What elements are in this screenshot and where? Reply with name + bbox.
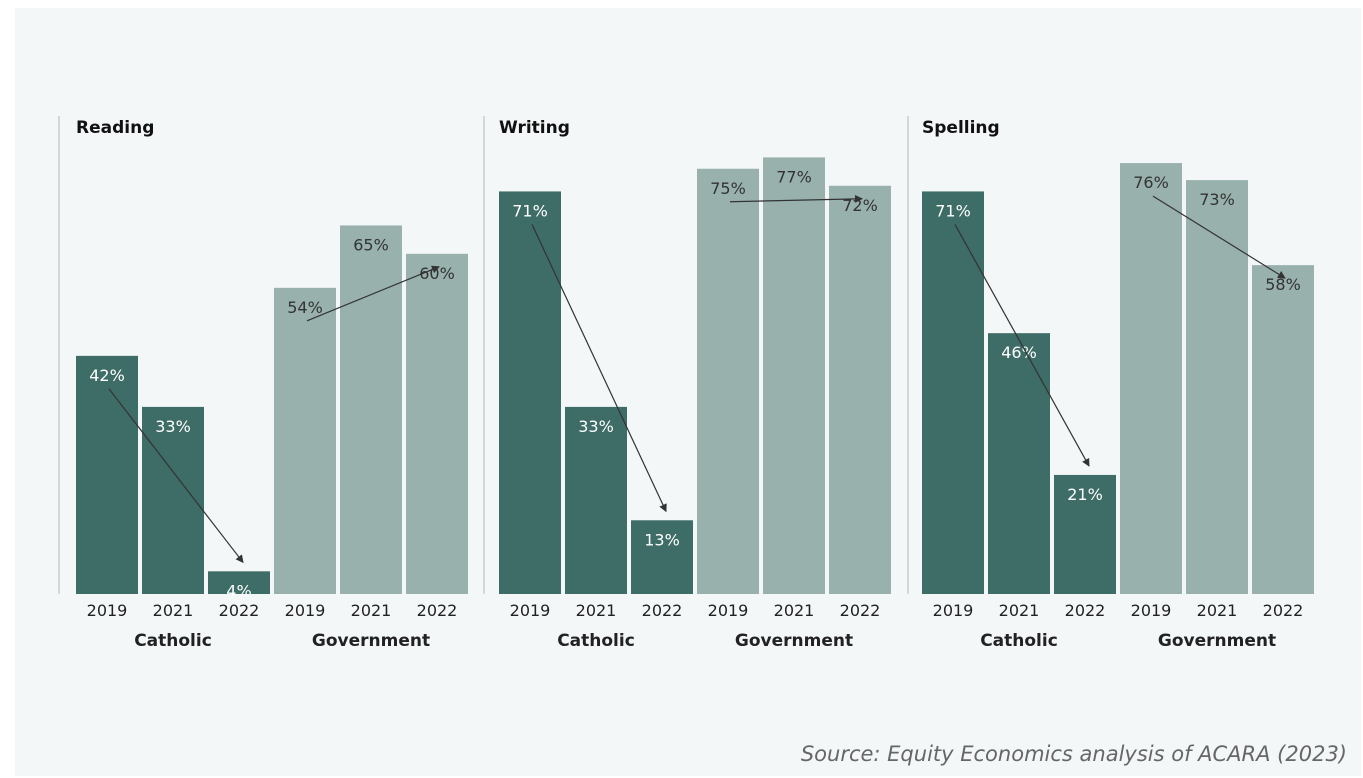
panel-title-spelling: Spelling xyxy=(922,118,1000,138)
x-tick-label-writing-4: 2021 xyxy=(774,601,815,620)
panel-title-writing: Writing xyxy=(499,118,570,138)
bar-writing-catholic-2021 xyxy=(565,406,627,594)
trend-arrow-reading-catholic xyxy=(108,388,244,564)
data-label-reading-government-2021: 65% xyxy=(353,235,389,254)
bar-spelling-catholic-2022 xyxy=(1054,474,1116,594)
data-label-writing-government-2021: 77% xyxy=(776,167,812,186)
data-label-spelling-catholic-2019: 71% xyxy=(935,201,971,220)
chart-svg: Reading 42% 33% 4% 54% 65% 60% 2019 2021 2022 2019… xyxy=(58,116,1314,651)
x-tick-label-reading-1: 2021 xyxy=(153,601,194,620)
data-label-spelling-catholic-2022: 21% xyxy=(1067,485,1103,504)
data-label-writing-government-2022: 72% xyxy=(842,196,878,215)
trend-arrow-spelling-government xyxy=(1152,195,1286,279)
data-label-spelling-catholic-2021: 46% xyxy=(1001,343,1037,362)
group-label-writing-government: Government xyxy=(735,631,853,651)
x-tick-label-spelling-5: 2022 xyxy=(1263,601,1304,620)
bar-reading-catholic-2021 xyxy=(142,406,204,594)
x-tick-label-spelling-1: 2021 xyxy=(999,601,1040,620)
bar-spelling-government-2019 xyxy=(1120,163,1182,594)
bar-reading-catholic-2019 xyxy=(76,355,138,594)
bar-writing-government-2019 xyxy=(697,168,759,594)
x-tick-label-reading-4: 2021 xyxy=(351,601,392,620)
data-label-writing-catholic-2021: 33% xyxy=(578,417,614,436)
chart-card: Reading 42% 33% 4% 54% 65% 60% 2019 2021 2022 2019… xyxy=(15,8,1361,776)
x-tick-label-writing-1: 2021 xyxy=(576,601,617,620)
bar-spelling-catholic-2019 xyxy=(922,191,984,594)
x-tick-label-writing-5: 2022 xyxy=(840,601,881,620)
data-label-reading-catholic-2021: 33% xyxy=(155,417,191,436)
data-label-spelling-government-2019: 76% xyxy=(1133,173,1169,192)
data-label-spelling-government-2021: 73% xyxy=(1199,190,1235,209)
group-label-spelling-catholic: Catholic xyxy=(980,631,1058,651)
bar-spelling-government-2021 xyxy=(1186,180,1248,594)
x-tick-label-reading-3: 2019 xyxy=(285,601,326,620)
data-label-reading-catholic-2022: 4% xyxy=(226,581,251,600)
bar-writing-catholic-2019 xyxy=(499,191,561,594)
source-note: Source: Equity Economics analysis of ACA… xyxy=(800,742,1347,766)
trend-arrow-spelling-catholic xyxy=(954,224,1090,467)
x-tick-label-writing-2: 2022 xyxy=(642,601,683,620)
bar-reading-government-2019 xyxy=(274,287,336,594)
group-label-spelling-government: Government xyxy=(1158,631,1276,651)
x-tick-label-spelling-4: 2021 xyxy=(1197,601,1238,620)
bar-spelling-catholic-2021 xyxy=(988,333,1050,594)
group-label-reading-government: Government xyxy=(312,631,430,651)
bar-writing-government-2022 xyxy=(829,185,891,594)
data-label-writing-catholic-2019: 71% xyxy=(512,201,548,220)
x-tick-label-spelling-0: 2019 xyxy=(933,601,974,620)
x-tick-label-spelling-3: 2019 xyxy=(1131,601,1172,620)
trend-arrow-writing-catholic xyxy=(531,224,667,513)
panel-title-reading: Reading xyxy=(76,118,154,138)
bar-reading-government-2022 xyxy=(406,253,468,595)
group-label-writing-catholic: Catholic xyxy=(557,631,635,651)
data-label-reading-government-2019: 54% xyxy=(287,298,323,317)
bar-spelling-government-2022 xyxy=(1252,265,1314,594)
data-label-spelling-government-2022: 58% xyxy=(1265,275,1301,294)
data-label-reading-catholic-2019: 42% xyxy=(89,366,125,385)
bar-writing-catholic-2022 xyxy=(631,520,693,594)
bar-reading-catholic-2022 xyxy=(208,571,270,594)
x-tick-label-writing-3: 2019 xyxy=(708,601,749,620)
trend-arrow-reading-government xyxy=(306,265,440,322)
data-label-writing-catholic-2022: 13% xyxy=(644,530,680,549)
x-tick-label-reading-5: 2022 xyxy=(417,601,458,620)
data-label-writing-government-2019: 75% xyxy=(710,179,746,198)
trend-arrow-writing-government xyxy=(729,194,863,203)
x-tick-label-reading-0: 2019 xyxy=(87,601,128,620)
x-tick-label-spelling-2: 2022 xyxy=(1065,601,1106,620)
bar-reading-government-2021 xyxy=(340,225,402,594)
group-label-reading-catholic: Catholic xyxy=(134,631,212,651)
data-label-reading-government-2022: 60% xyxy=(419,264,455,283)
bar-writing-government-2021 xyxy=(763,157,825,594)
x-tick-label-writing-0: 2019 xyxy=(510,601,551,620)
x-tick-label-reading-2: 2022 xyxy=(219,601,260,620)
